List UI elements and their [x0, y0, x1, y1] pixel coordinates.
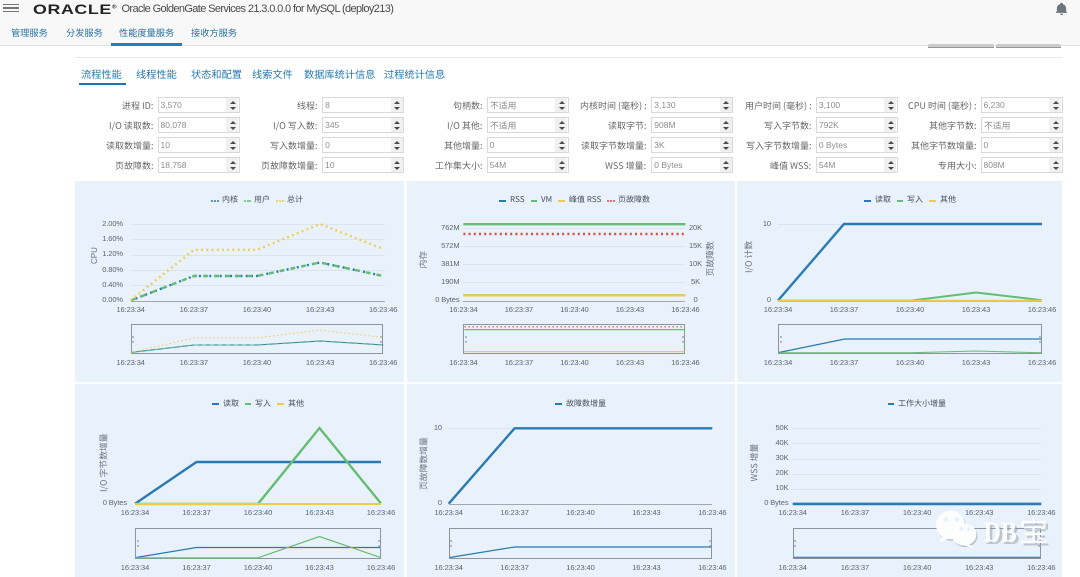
- svg-text:DB: DB: [984, 516, 1017, 548]
- svg-text:DB: DB: [986, 519, 1019, 551]
